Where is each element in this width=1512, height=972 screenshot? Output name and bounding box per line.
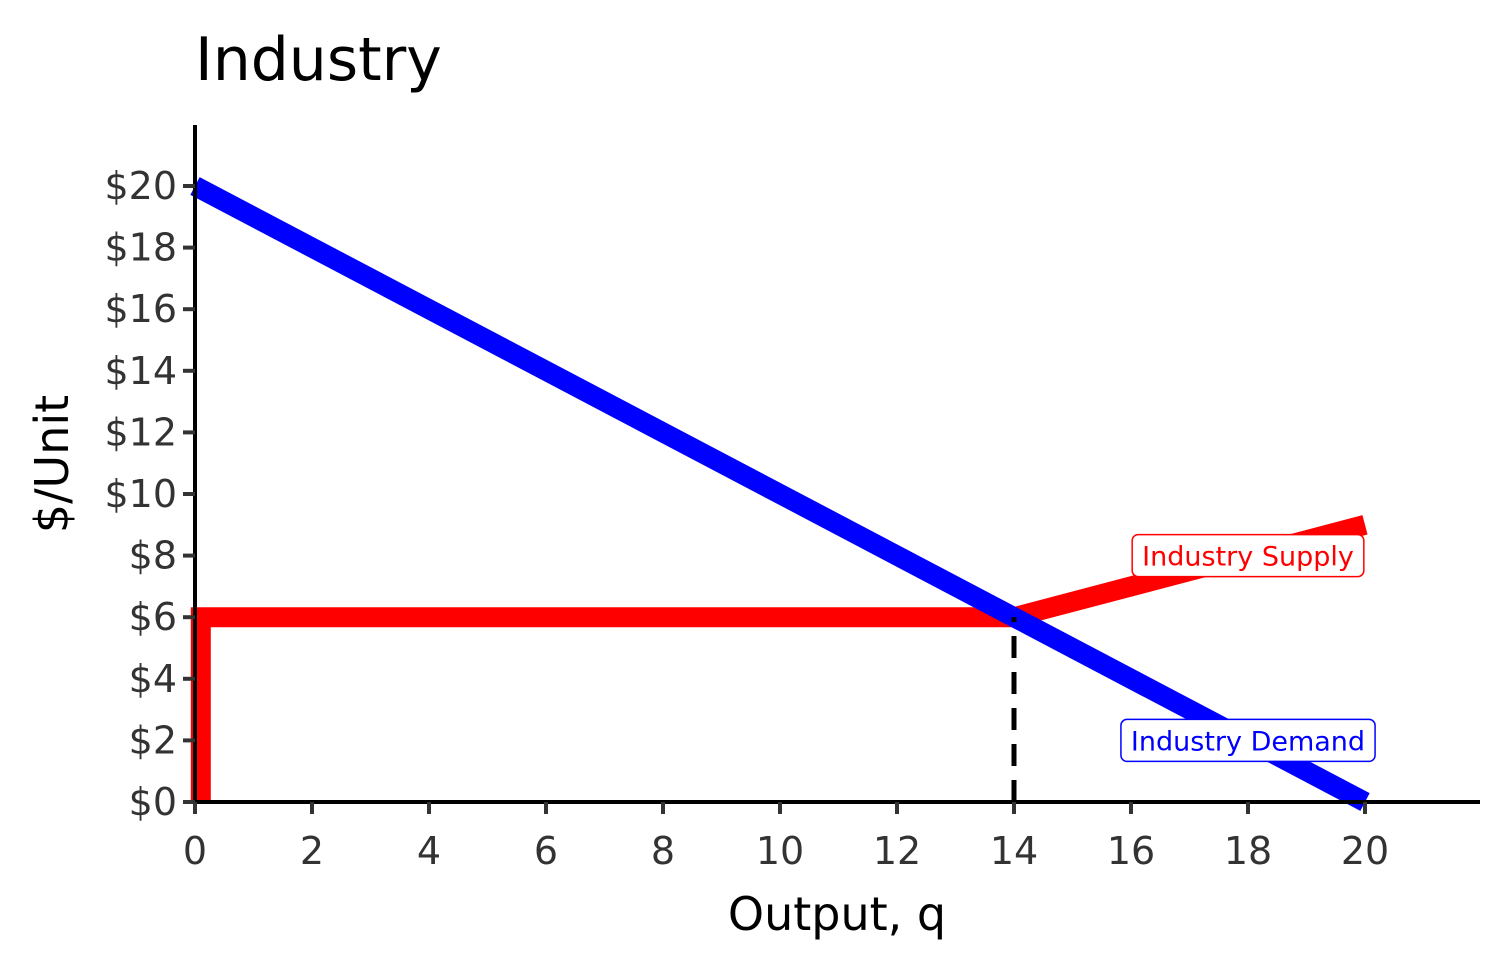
x-tick-label: 14: [990, 829, 1038, 873]
x-tick-label: 8: [651, 829, 675, 873]
curve-label-industry-supply: Industry Supply: [1142, 542, 1354, 573]
x-tick-label: 20: [1341, 829, 1389, 873]
y-tick-label: $14: [104, 349, 177, 393]
x-tick-label: 16: [1107, 829, 1155, 873]
chart-title: Industry: [195, 25, 442, 95]
x-tick-label: 12: [873, 829, 921, 873]
curve-label-industry-demand: Industry Demand: [1131, 726, 1365, 757]
plot-area: 0 2 4 6 8 10 12 14 16 18 20 $0 $2 $4 $6 $8 $10 $12 $14 $16 $…: [104, 125, 1480, 873]
x-tick-label: 18: [1224, 829, 1272, 873]
y-tick-label: $6: [129, 595, 177, 639]
y-tick-label: $18: [104, 226, 177, 270]
y-tick-label: $10: [104, 472, 177, 516]
x-tick-label: 2: [300, 829, 324, 873]
x-tick-label: 6: [534, 829, 558, 873]
y-tick-label: $16: [104, 287, 177, 331]
x-tick-label: 0: [183, 829, 207, 873]
y-tick-label: $20: [104, 164, 177, 208]
x-tick-label: 4: [417, 829, 441, 873]
y-tick-label: $12: [104, 410, 177, 454]
curve-label-industry-supply-box: [1131, 533, 1365, 578]
curve-label-industry-demand-box: [1120, 718, 1376, 763]
y-tick-label: $0: [129, 780, 177, 824]
x-axis-title: Output, q: [728, 887, 946, 941]
y-tick-label: $4: [129, 657, 177, 701]
x-tick-label: 10: [756, 829, 804, 873]
y-tick-label: $8: [129, 534, 177, 578]
y-tick-label: $2: [129, 718, 177, 762]
series-line-industry-demand: [190, 177, 1370, 811]
y-axis-title: $/Unit: [25, 395, 79, 533]
